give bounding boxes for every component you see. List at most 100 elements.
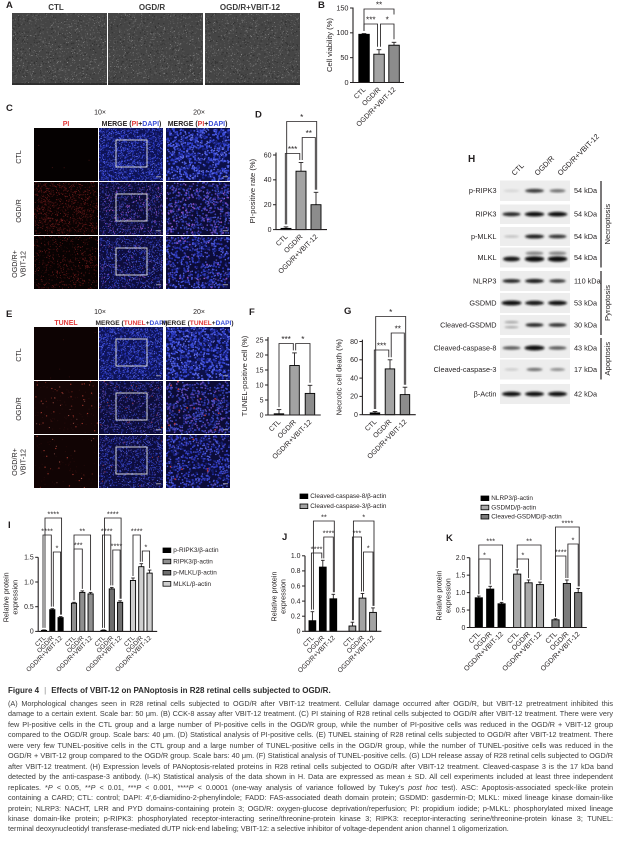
svg-text:2.0: 2.0 bbox=[456, 555, 466, 562]
svg-text:0.5: 0.5 bbox=[456, 607, 466, 614]
svg-text:NLRP3/β-actin: NLRP3/β-actin bbox=[491, 495, 533, 502]
svg-text:1.0: 1.0 bbox=[291, 553, 301, 560]
svg-text:25: 25 bbox=[256, 337, 264, 344]
svg-text:B: B bbox=[318, 0, 325, 11]
svg-text:RIPK3/β-actin: RIPK3/β-actin bbox=[173, 558, 213, 565]
svg-text:Cell viability (%): Cell viability (%) bbox=[325, 18, 334, 72]
svg-text:30 kDa: 30 kDa bbox=[574, 320, 598, 329]
svg-text:Pyroptosis: Pyroptosis bbox=[603, 285, 612, 321]
svg-text:**: ** bbox=[376, 0, 383, 9]
svg-text:****: **** bbox=[41, 526, 53, 535]
svg-text:0: 0 bbox=[30, 629, 34, 636]
svg-text:****: **** bbox=[323, 528, 335, 537]
svg-text:G: G bbox=[344, 306, 351, 317]
svg-text:0.5: 0.5 bbox=[24, 604, 34, 611]
svg-text:OGD/R: OGD/R bbox=[14, 397, 23, 421]
svg-text:110 kDa: 110 kDa bbox=[574, 276, 602, 285]
svg-text:*: * bbox=[483, 550, 486, 559]
svg-text:*: * bbox=[521, 550, 524, 559]
svg-text:60: 60 bbox=[350, 357, 358, 364]
svg-text:0.6: 0.6 bbox=[291, 583, 301, 590]
svg-text:p-RIPK3: p-RIPK3 bbox=[469, 186, 497, 195]
svg-text:0.4: 0.4 bbox=[291, 598, 301, 605]
svg-text:***: *** bbox=[74, 540, 83, 549]
svg-text:0: 0 bbox=[344, 78, 348, 87]
svg-text:15: 15 bbox=[256, 367, 264, 374]
svg-text:K: K bbox=[446, 533, 453, 544]
svg-text:54 kDa: 54 kDa bbox=[574, 186, 598, 195]
svg-text:1.5: 1.5 bbox=[24, 555, 34, 562]
svg-text:CTL: CTL bbox=[510, 161, 526, 177]
svg-text:Necroptosis: Necroptosis bbox=[603, 204, 612, 245]
svg-text:20×: 20× bbox=[193, 309, 205, 316]
svg-text:OGD/R+: OGD/R+ bbox=[10, 250, 19, 278]
svg-text:****: **** bbox=[131, 526, 143, 535]
svg-text:OGD/R: OGD/R bbox=[14, 199, 23, 223]
svg-text:CTL: CTL bbox=[48, 3, 64, 12]
svg-text:*: * bbox=[572, 535, 575, 544]
svg-text:OGD/R: OGD/R bbox=[139, 3, 165, 12]
svg-text:p-MLKL: p-MLKL bbox=[471, 232, 497, 241]
svg-text:***: *** bbox=[377, 341, 387, 350]
svg-text:54 kDa: 54 kDa bbox=[574, 253, 598, 262]
svg-text:54 kDa: 54 kDa bbox=[574, 232, 598, 241]
svg-text:**: ** bbox=[306, 129, 313, 138]
svg-text:E: E bbox=[6, 309, 12, 320]
svg-text:NLRP3: NLRP3 bbox=[473, 276, 497, 285]
svg-text:****: **** bbox=[47, 509, 59, 518]
svg-text:****: **** bbox=[555, 547, 567, 556]
svg-text:*: * bbox=[300, 113, 304, 122]
svg-text:**: ** bbox=[395, 324, 402, 333]
svg-text:VBIT-12: VBIT-12 bbox=[19, 449, 28, 475]
svg-text:CTL: CTL bbox=[14, 150, 23, 164]
svg-text:0.2: 0.2 bbox=[291, 614, 301, 621]
svg-text:MERGE (TUNEL+DAPI): MERGE (TUNEL+DAPI) bbox=[162, 320, 234, 327]
svg-text:expression: expression bbox=[278, 579, 287, 614]
svg-text:OGD/R: OGD/R bbox=[533, 154, 557, 178]
svg-text:20: 20 bbox=[350, 394, 358, 401]
svg-text:0: 0 bbox=[461, 625, 465, 632]
svg-text:MERGE (PI+DAPI): MERGE (PI+DAPI) bbox=[168, 121, 228, 128]
svg-text:*: * bbox=[56, 543, 59, 552]
svg-text:Cleaved-caspase-3: Cleaved-caspase-3 bbox=[434, 365, 497, 374]
svg-text:53 kDa: 53 kDa bbox=[574, 298, 598, 307]
svg-text:RIPK3: RIPK3 bbox=[475, 210, 496, 219]
svg-text:0: 0 bbox=[260, 412, 264, 419]
svg-text:****: **** bbox=[107, 509, 119, 518]
svg-text:5: 5 bbox=[260, 397, 264, 404]
svg-text:GSDMD/β-actin: GSDMD/β-actin bbox=[491, 504, 536, 511]
svg-text:43 kDa: 43 kDa bbox=[574, 343, 598, 352]
svg-text:***: *** bbox=[281, 335, 291, 344]
svg-text:TUNEL-positive cell (%): TUNEL-positive cell (%) bbox=[240, 335, 249, 416]
svg-text:expression: expression bbox=[10, 580, 19, 615]
svg-text:A: A bbox=[6, 0, 13, 11]
svg-text:0: 0 bbox=[354, 412, 358, 419]
svg-text:1.5: 1.5 bbox=[456, 572, 466, 579]
svg-text:54 kDa: 54 kDa bbox=[574, 210, 598, 219]
svg-text:20×: 20× bbox=[193, 110, 205, 117]
svg-text:TUNEL: TUNEL bbox=[54, 320, 78, 327]
svg-text:****: **** bbox=[101, 526, 113, 535]
svg-text:**: ** bbox=[79, 526, 85, 535]
svg-text:GSDMD: GSDMD bbox=[469, 298, 496, 307]
svg-text:**: ** bbox=[321, 512, 327, 521]
svg-text:1.0: 1.0 bbox=[456, 590, 466, 597]
svg-text:MLKL: MLKL bbox=[477, 253, 496, 262]
svg-text:PI: PI bbox=[63, 121, 70, 128]
svg-text:p-MLKL/β-actin: p-MLKL/β-actin bbox=[173, 570, 217, 577]
svg-text:10: 10 bbox=[256, 382, 264, 389]
svg-text:**: ** bbox=[526, 536, 532, 545]
svg-text:Cleaved-caspase-8: Cleaved-caspase-8 bbox=[434, 343, 497, 352]
svg-text:0: 0 bbox=[268, 227, 272, 234]
svg-text:100: 100 bbox=[336, 28, 348, 37]
svg-text:expression: expression bbox=[443, 578, 452, 613]
svg-text:Cleaved-GSDMD: Cleaved-GSDMD bbox=[440, 320, 496, 329]
svg-text:1.0: 1.0 bbox=[24, 579, 34, 586]
svg-text:0: 0 bbox=[297, 629, 301, 636]
svg-text:50: 50 bbox=[340, 53, 348, 62]
svg-text:Relative protein: Relative protein bbox=[270, 572, 279, 622]
svg-text:60: 60 bbox=[264, 152, 272, 159]
svg-text:H: H bbox=[468, 154, 475, 165]
svg-text:Cleaved-caspase-3/β-actin: Cleaved-caspase-3/β-actin bbox=[310, 503, 387, 510]
svg-text:*: * bbox=[389, 308, 393, 317]
